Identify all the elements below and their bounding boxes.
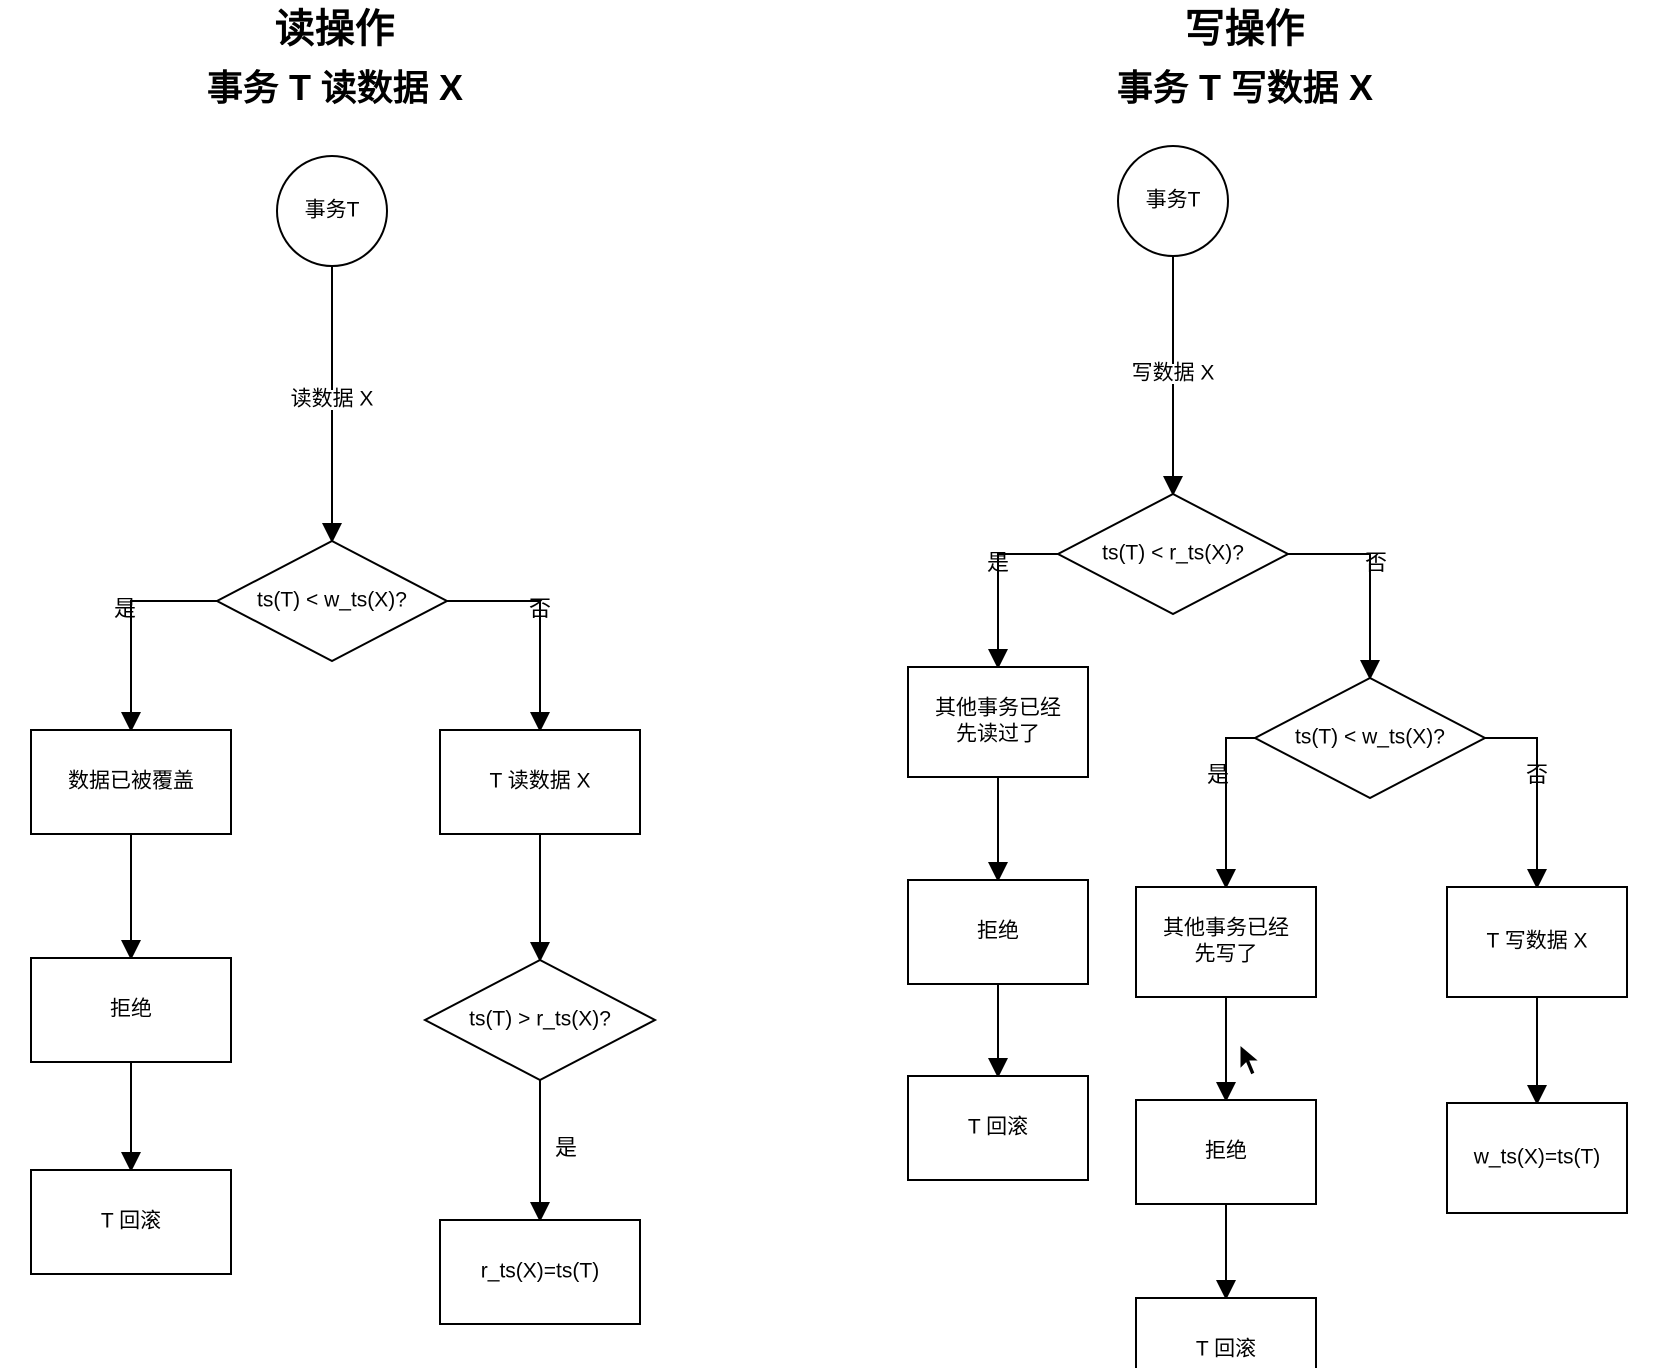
edge-R_dec2-R_othwr [1226, 738, 1255, 887]
svg-text:写数据 X: 写数据 X [1132, 362, 1215, 385]
svg-text:事务T: 事务T [1146, 189, 1201, 212]
node-R_start: 事务T [1118, 146, 1228, 256]
edge-L_dec1-L_overwr [131, 601, 217, 730]
node-L_tread: T 读数据 X [440, 730, 640, 834]
node-L_setr: r_ts(X)=ts(T) [440, 1220, 640, 1324]
svg-text:ts(T) < w_ts(X)?: ts(T) < w_ts(X)? [257, 589, 407, 612]
right-subtitle: 事务 T 写数据 X [1117, 67, 1373, 108]
svg-text:w_ts(X)=ts(T): w_ts(X)=ts(T) [1473, 1146, 1601, 1169]
node-L_dec1: ts(T) < w_ts(X)? [217, 541, 447, 661]
node-L_reject: 拒绝 [31, 958, 231, 1062]
node-R_twrite: T 写数据 X [1447, 887, 1627, 997]
node-R_roll1: T 回滚 [908, 1076, 1088, 1180]
svg-text:数据已被覆盖: 数据已被覆盖 [68, 770, 194, 793]
node-R_reject1: 拒绝 [908, 880, 1088, 984]
svg-text:T 回滚: T 回滚 [101, 1210, 161, 1233]
node-R_roll2: T 回滚 [1136, 1298, 1316, 1368]
svg-text:拒绝: 拒绝 [977, 920, 1019, 943]
svg-text:事务 T 写数据 X: 事务 T 写数据 X [1117, 67, 1373, 108]
svg-text:写操作: 写操作 [1185, 7, 1305, 51]
left-subtitle: 事务 T 读数据 X [207, 67, 463, 108]
svg-text:先读过了: 先读过了 [956, 723, 1040, 746]
node-L_dec2: ts(T) > r_ts(X)? [425, 960, 655, 1080]
node-R_setw: w_ts(X)=ts(T) [1447, 1103, 1627, 1213]
node-R_dec2: ts(T) < w_ts(X)? [1255, 678, 1485, 798]
svg-text:T 回滚: T 回滚 [1196, 1338, 1256, 1361]
svg-text:事务T: 事务T [305, 199, 360, 222]
edge-label-R_dec2-R_othwr: 是 [1207, 762, 1229, 787]
svg-text:读数据 X: 读数据 X [291, 388, 374, 411]
right-title: 写操作 [1185, 7, 1305, 51]
svg-text:T 读数据 X: T 读数据 X [489, 770, 590, 793]
svg-text:读操作: 读操作 [275, 7, 395, 51]
node-R_write: 写数据 X [1132, 362, 1215, 385]
svg-text:ts(T) < r_ts(X)?: ts(T) < r_ts(X)? [1102, 542, 1244, 565]
node-L_rollbk: T 回滚 [31, 1170, 231, 1274]
edge-label-L_dec2-L_setr: 是 [555, 1135, 577, 1160]
left-title: 读操作 [275, 7, 395, 51]
svg-text:T 回滚: T 回滚 [968, 1116, 1028, 1139]
node-R_dec1: ts(T) < r_ts(X)? [1058, 494, 1288, 614]
svg-text:其他事务已经: 其他事务已经 [935, 696, 1061, 719]
node-L_read: 读数据 X [291, 388, 374, 411]
edge-label-L_dec1-L_overwr: 是 [114, 596, 136, 621]
svg-text:先写了: 先写了 [1195, 943, 1258, 966]
edge-label-R_dec1-R_dec2: 否 [1365, 550, 1387, 575]
svg-text:ts(T) < w_ts(X)?: ts(T) < w_ts(X)? [1295, 726, 1445, 749]
svg-text:事务 T 读数据 X: 事务 T 读数据 X [207, 67, 463, 108]
edge-label-L_dec1-L_tread: 否 [529, 596, 551, 621]
cursor-icon [1240, 1045, 1259, 1075]
edge-label-R_dec1-R_othrd: 是 [987, 550, 1009, 575]
svg-text:ts(T) > r_ts(X)?: ts(T) > r_ts(X)? [469, 1008, 611, 1031]
edge-R_dec1-R_dec2 [1288, 554, 1370, 678]
svg-text:拒绝: 拒绝 [110, 998, 152, 1021]
node-R_reject2: 拒绝 [1136, 1100, 1316, 1204]
node-L_start: 事务T [277, 156, 387, 266]
edge-L_dec1-L_tread [447, 601, 540, 730]
svg-text:拒绝: 拒绝 [1205, 1140, 1247, 1163]
node-R_othwr: 其他事务已经先写了 [1136, 887, 1316, 997]
svg-text:其他事务已经: 其他事务已经 [1163, 916, 1289, 939]
svg-text:r_ts(X)=ts(T): r_ts(X)=ts(T) [481, 1260, 599, 1283]
flowchart-canvas: 读操作写操作事务 T 读数据 X事务 T 写数据 X是否是事务T读数据 Xts(… [0, 0, 1655, 1368]
node-L_overwr: 数据已被覆盖 [31, 730, 231, 834]
node-R_othrd: 其他事务已经先读过了 [908, 667, 1088, 777]
edge-label-R_dec2-R_twrite: 否 [1526, 762, 1548, 787]
edge-R_dec2-R_twrite [1485, 738, 1537, 887]
svg-text:T 写数据 X: T 写数据 X [1486, 930, 1587, 953]
